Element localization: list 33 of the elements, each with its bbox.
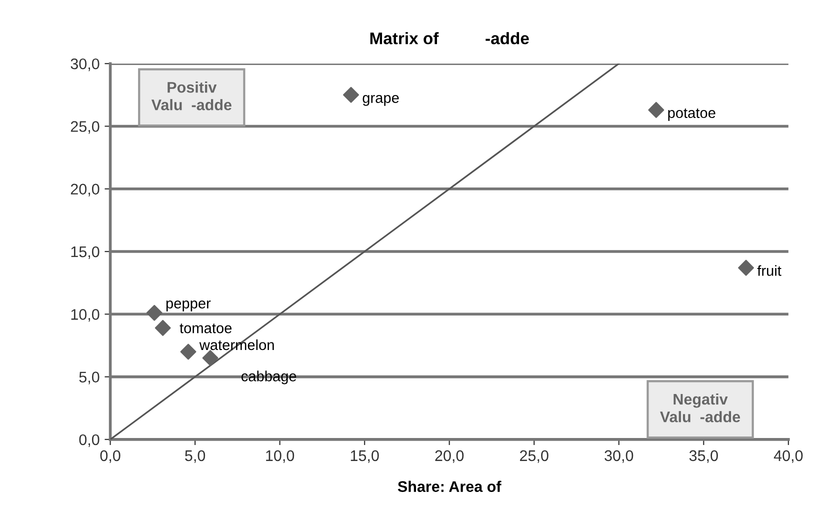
- point: [180, 344, 196, 360]
- point: [146, 304, 162, 321]
- x-tick-label: 20,0: [435, 450, 464, 463]
- y-tick-label: 20,0: [70, 184, 100, 196]
- series-label: fruit: [757, 265, 782, 276]
- x-tick-label: 40,0: [774, 450, 803, 463]
- x-tick-label: 35,0: [689, 450, 718, 463]
- series-label: potatoe: [668, 108, 716, 121]
- y-tick-label: 5,0: [79, 372, 100, 384]
- x-tick-label: 15,0: [350, 450, 379, 463]
- x-tick-label: 30,0: [604, 450, 634, 463]
- series-label: pepper: [166, 300, 211, 312]
- point: [738, 260, 754, 276]
- annotation: Negativ Valu -adde: [660, 393, 740, 422]
- series-label: cabbage: [241, 370, 296, 384]
- y-tick-label: 15,0: [71, 246, 100, 260]
- x-axis-title: Share: Area of: [398, 480, 502, 492]
- series-label: grape: [362, 95, 399, 106]
- x-tick-label: 0,0: [100, 450, 120, 463]
- series-label: tomatoe: [180, 324, 232, 334]
- point: [202, 350, 218, 366]
- point: [154, 320, 171, 336]
- point: [648, 102, 664, 118]
- chart-title: Matrix of -adde: [370, 32, 529, 44]
- x-tick-label: 25,0: [520, 450, 548, 463]
- y-tick-label: 30,0: [70, 58, 100, 72]
- y-tick-label: 0,0: [79, 434, 100, 447]
- y-tick-label: 25,0: [70, 121, 100, 134]
- point: [343, 86, 359, 103]
- x-tick-label: 10,0: [266, 450, 294, 463]
- annotation: Positiv Valu -adde: [151, 82, 232, 110]
- y-tick-label: 10,0: [71, 309, 100, 322]
- x-tick-label: 5,0: [185, 450, 206, 463]
